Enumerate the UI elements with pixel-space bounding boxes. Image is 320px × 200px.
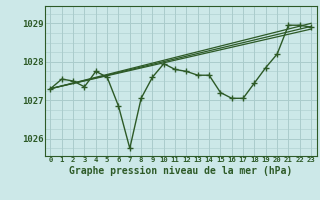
X-axis label: Graphe pression niveau de la mer (hPa): Graphe pression niveau de la mer (hPa) bbox=[69, 166, 292, 176]
